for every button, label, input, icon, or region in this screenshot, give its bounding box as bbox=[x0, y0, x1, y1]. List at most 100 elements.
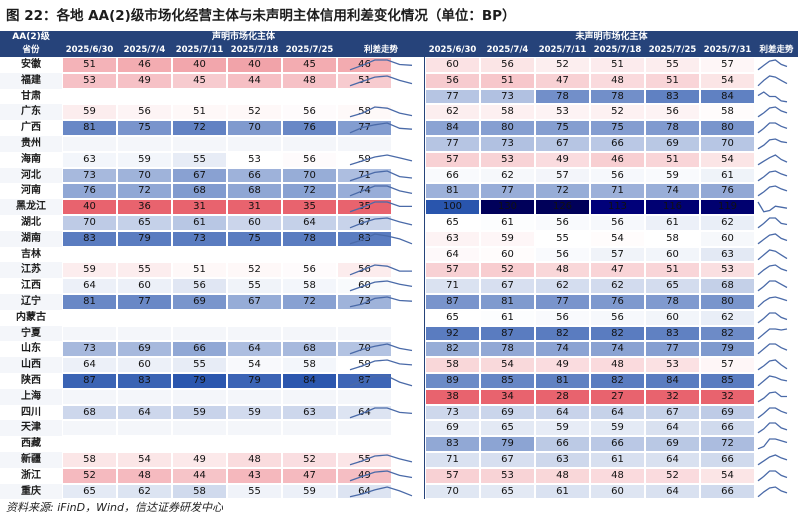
spread-cell-b: 84 bbox=[426, 121, 479, 135]
spread-cell-a bbox=[173, 247, 226, 262]
spread-cell-a: 55 bbox=[118, 263, 171, 278]
spread-cell-b: 72 bbox=[701, 437, 754, 451]
spread-cell-b: 56 bbox=[536, 247, 589, 262]
trend-sparkline-a bbox=[349, 485, 413, 498]
spread-cell-a bbox=[283, 326, 336, 341]
spread-cell-b: 81 bbox=[536, 374, 589, 388]
spread-cell-a: 75 bbox=[228, 231, 281, 246]
province-name: 河北 bbox=[0, 167, 62, 184]
trend-line bbox=[349, 296, 413, 308]
trend-line bbox=[757, 154, 788, 166]
spread-cell-a: 52 bbox=[63, 468, 116, 483]
spread-cell-b: 57 bbox=[591, 247, 644, 262]
spread-cell-b: 57 bbox=[426, 263, 479, 278]
spread-cell-b: 57 bbox=[701, 58, 754, 72]
spread-cell-b: 56 bbox=[536, 216, 589, 230]
spread-cell-a: 53 bbox=[228, 152, 281, 167]
spread-cell-b: 76 bbox=[591, 295, 644, 309]
trend-line bbox=[757, 75, 788, 87]
spread-cell-b: 87 bbox=[481, 326, 534, 341]
trend-line bbox=[349, 75, 413, 87]
date-header-a: 2025/7/18 bbox=[227, 44, 282, 57]
trend-sparkline-a bbox=[349, 375, 413, 387]
spread-cell-b: 76 bbox=[701, 184, 754, 199]
spread-cell-a: 79 bbox=[228, 374, 281, 388]
spread-cell-b: 69 bbox=[481, 405, 534, 420]
trend-line bbox=[757, 485, 788, 497]
spread-cell-a: 60 bbox=[118, 279, 171, 293]
spread-cell-b: 56 bbox=[536, 310, 589, 325]
spread-cell-b: 54 bbox=[701, 73, 754, 88]
spread-cell-b: 60 bbox=[426, 58, 479, 72]
trend-line bbox=[757, 375, 788, 387]
trend-sparkline-b bbox=[757, 122, 788, 134]
spread-cell-a: 59 bbox=[283, 484, 336, 499]
spread-cell-a bbox=[338, 389, 391, 404]
spread-cell-a: 40 bbox=[173, 58, 226, 72]
spread-cell-a: 77 bbox=[118, 295, 171, 309]
spread-cell-b: 81 bbox=[481, 295, 534, 309]
date-header-b: 2025/7/18 bbox=[590, 44, 645, 57]
trend-line bbox=[757, 264, 788, 276]
province-name: 天津 bbox=[0, 420, 62, 437]
spread-cell-a: 66 bbox=[228, 168, 281, 183]
spread-cell-b: 58 bbox=[481, 105, 534, 120]
spread-cell-b: 56 bbox=[646, 105, 699, 120]
trend-sparkline-a bbox=[349, 217, 413, 229]
spread-cell-a: 60 bbox=[228, 216, 281, 230]
spread-cell-b: 80 bbox=[481, 121, 534, 135]
spread-cell-a: 79 bbox=[173, 374, 226, 388]
trend-sparkline-a bbox=[349, 233, 413, 245]
spread-cell-b: 67 bbox=[646, 405, 699, 420]
spread-cell-b: 82 bbox=[536, 326, 589, 341]
spread-cell-a bbox=[283, 421, 336, 436]
spread-cell-b: 77 bbox=[481, 184, 534, 199]
trend-sparkline-b bbox=[757, 454, 788, 466]
spread-cell-a: 64 bbox=[63, 358, 116, 372]
trend-line bbox=[349, 233, 413, 245]
date-header-b: 2025/6/30 bbox=[425, 44, 480, 57]
province-name: 宁夏 bbox=[0, 325, 62, 342]
spread-cell-b: 65 bbox=[426, 310, 479, 325]
spread-cell-a: 48 bbox=[283, 73, 336, 88]
spread-cell-a: 49 bbox=[118, 73, 171, 88]
spread-cell-b: 81 bbox=[426, 184, 479, 199]
spread-cell-b: 65 bbox=[481, 421, 534, 436]
spread-cell-a bbox=[63, 247, 116, 262]
province-name: 新疆 bbox=[0, 452, 62, 468]
spread-cell-a: 60 bbox=[118, 358, 171, 372]
spread-cell-b: 60 bbox=[646, 247, 699, 262]
spread-cell-a bbox=[118, 421, 171, 436]
group-divider bbox=[424, 31, 425, 500]
spread-cell-b: 61 bbox=[481, 216, 534, 230]
spread-cell-b: 83 bbox=[646, 326, 699, 341]
trend-line bbox=[757, 422, 788, 434]
trend-sparkline-b bbox=[757, 169, 788, 181]
spread-cell-a bbox=[118, 389, 171, 404]
spread-cell-b: 75 bbox=[591, 121, 644, 135]
spread-cell-b: 67 bbox=[481, 453, 534, 467]
trend-line bbox=[349, 280, 413, 292]
trend-line bbox=[349, 264, 412, 276]
spread-cell-a bbox=[173, 137, 226, 151]
spread-cell-b: 78 bbox=[536, 89, 589, 104]
spread-cell-a: 44 bbox=[228, 73, 281, 88]
spread-cell-b: 57 bbox=[426, 152, 479, 167]
spread-cell-a bbox=[283, 310, 336, 325]
spread-cell-b: 56 bbox=[591, 168, 644, 183]
spread-cell-b: 65 bbox=[646, 279, 699, 293]
trend-line bbox=[757, 106, 788, 118]
figure-title: 图 22：各地 AA(2)级市场化经营主体与未声明主体信用利差变化情况（单位：B… bbox=[6, 8, 516, 24]
date-header-a: 2025/6/30 bbox=[62, 44, 117, 57]
spread-cell-b: 34 bbox=[481, 389, 534, 404]
spread-cell-b: 116 bbox=[646, 200, 699, 214]
spread-cell-b: 63 bbox=[426, 231, 479, 246]
spread-cell-b: 56 bbox=[481, 58, 534, 72]
spread-cell-b: 62 bbox=[536, 279, 589, 293]
spread-cell-b: 59 bbox=[536, 421, 589, 436]
spread-cell-a: 76 bbox=[63, 184, 116, 199]
trend-sparkline-a bbox=[349, 201, 412, 213]
spread-cell-b: 55 bbox=[536, 231, 589, 246]
spread-cell-a bbox=[118, 137, 171, 151]
spread-cell-b: 73 bbox=[426, 405, 479, 420]
